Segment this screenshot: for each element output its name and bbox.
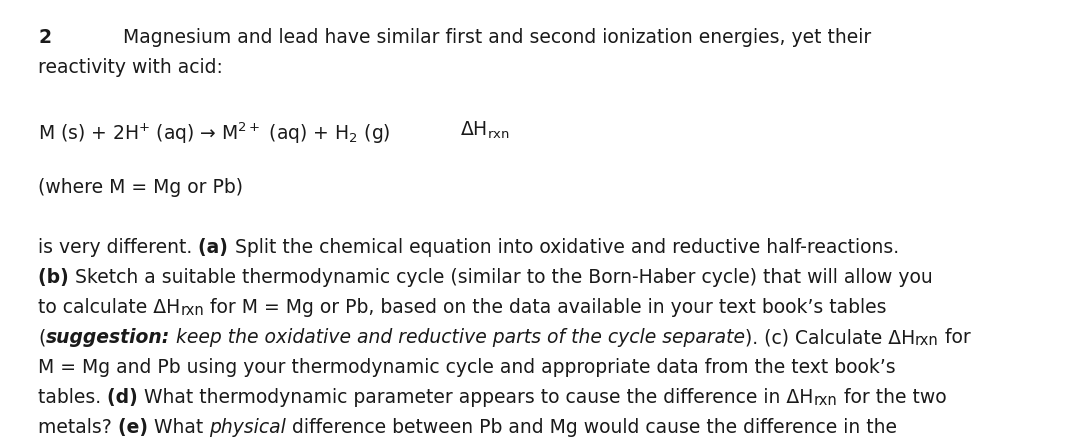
Text: suggestion:: suggestion: — [45, 328, 170, 347]
Text: for: for — [939, 328, 970, 347]
Text: 2: 2 — [38, 28, 51, 47]
Text: What: What — [154, 418, 210, 437]
Text: M = Mg and Pb using your thermodynamic cycle and appropriate data from the text : M = Mg and Pb using your thermodynamic c… — [38, 358, 895, 377]
Text: is very different.: is very different. — [38, 238, 199, 257]
Text: rxn: rxn — [180, 303, 204, 318]
Text: M (s) + 2H$^{+}$ (aq) → M$^{2+}$ (aq) + H$_2$ (g): M (s) + 2H$^{+}$ (aq) → M$^{2+}$ (aq) + … — [38, 120, 391, 146]
Text: for M = Mg or Pb, based on the data available in your text book’s tables: for M = Mg or Pb, based on the data avai… — [204, 298, 887, 317]
Text: (: ( — [38, 328, 45, 347]
Text: tables.: tables. — [38, 388, 107, 407]
Text: rxn: rxn — [813, 393, 837, 408]
Text: (where M = Mg or Pb): (where M = Mg or Pb) — [38, 178, 243, 197]
Text: keep the oxidative and reductive parts of the cycle separate: keep the oxidative and reductive parts o… — [170, 328, 744, 347]
Text: ). (c) Calculate ΔH: ). (c) Calculate ΔH — [744, 328, 915, 347]
Text: Magnesium and lead have similar first and second ionization energies, yet their: Magnesium and lead have similar first an… — [51, 28, 872, 47]
Text: (b): (b) — [38, 268, 76, 287]
Text: (d): (d) — [107, 388, 145, 407]
Text: reactivity with acid:: reactivity with acid: — [38, 58, 222, 77]
Text: ΔH$_{\mathrm{rxn}}$: ΔH$_{\mathrm{rxn}}$ — [460, 120, 510, 141]
Text: difference between Pb and Mg would cause the difference in the: difference between Pb and Mg would cause… — [286, 418, 897, 437]
Text: for the two: for the two — [837, 388, 946, 407]
Text: Sketch a suitable thermodynamic cycle (similar to the Born-Haber cycle) that wil: Sketch a suitable thermodynamic cycle (s… — [76, 268, 933, 287]
Text: What thermodynamic parameter appears to cause the difference in ΔH: What thermodynamic parameter appears to … — [145, 388, 813, 407]
Text: rxn: rxn — [915, 333, 939, 348]
Text: (a): (a) — [199, 238, 234, 257]
Text: metals?: metals? — [38, 418, 118, 437]
Text: to calculate ΔH: to calculate ΔH — [38, 298, 180, 317]
Text: (e): (e) — [118, 418, 154, 437]
Text: physical: physical — [210, 418, 286, 437]
Text: Split the chemical equation into oxidative and reductive half-reactions.: Split the chemical equation into oxidati… — [234, 238, 899, 257]
